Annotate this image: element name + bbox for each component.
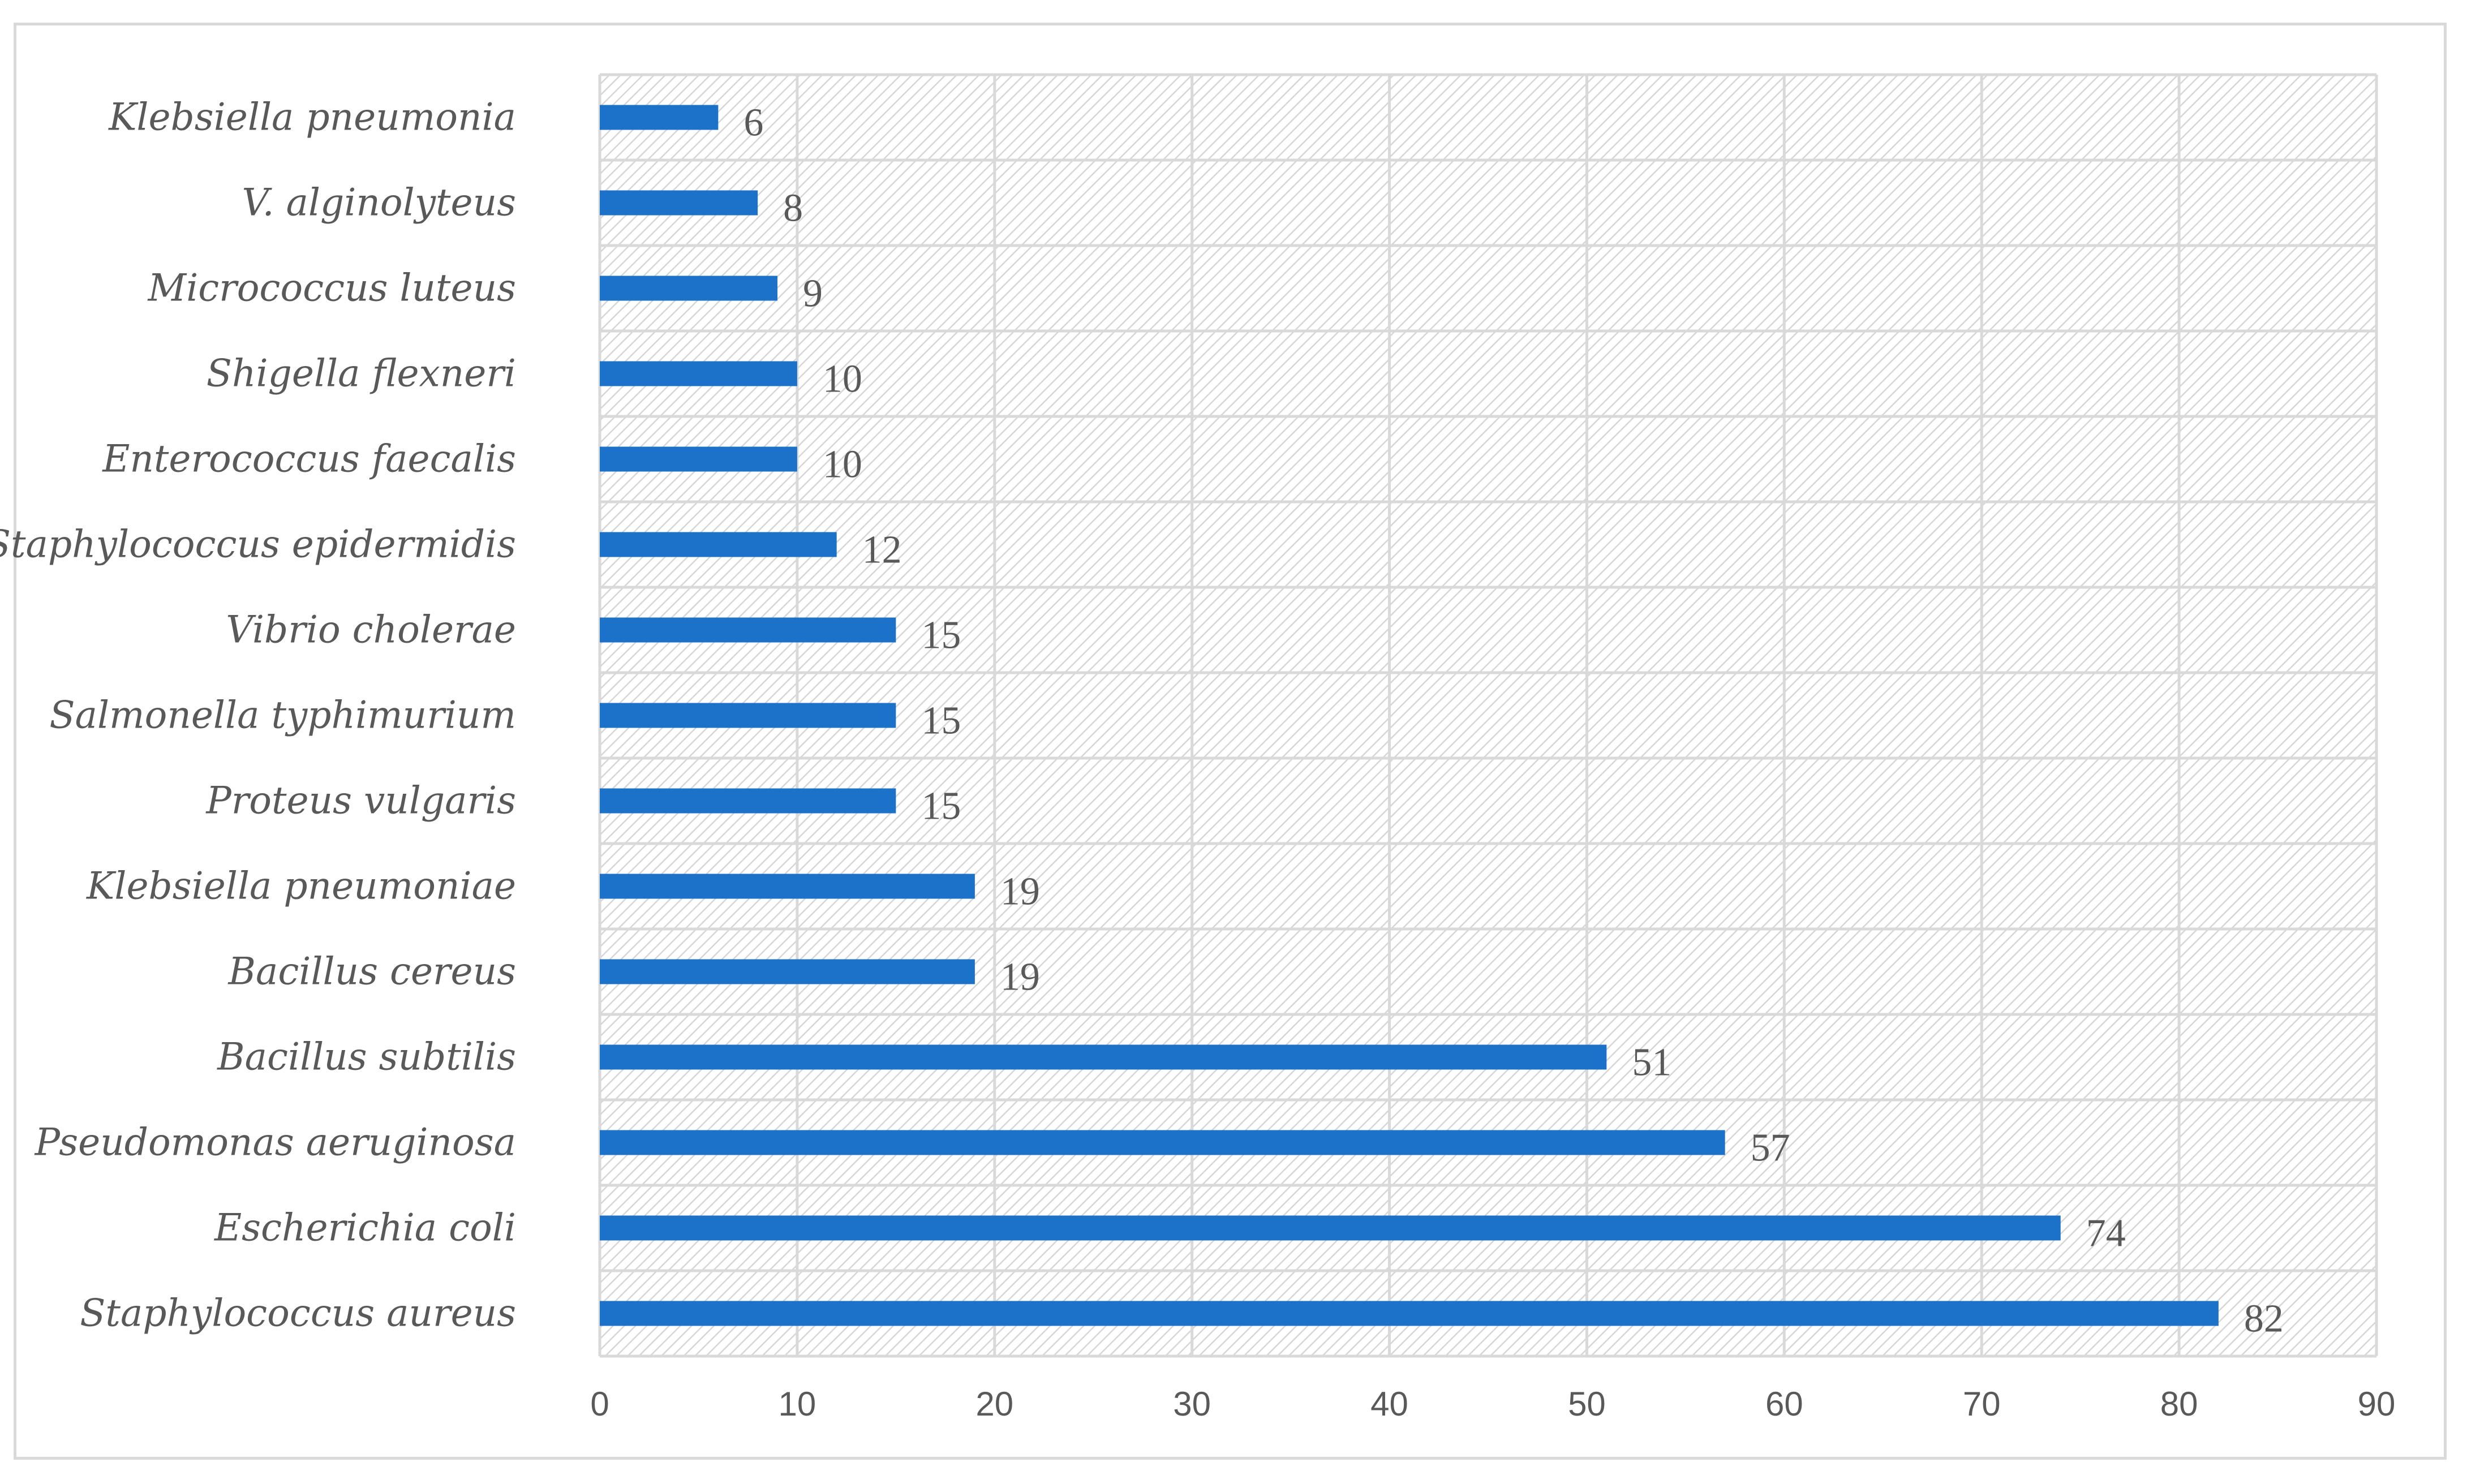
x-tick-label: 70 <box>1963 1385 2001 1423</box>
data-label: 15 <box>921 699 961 743</box>
x-tick-label: 80 <box>2160 1385 2198 1423</box>
category-label: Micrococcus luteus <box>148 266 517 310</box>
bar <box>600 446 797 472</box>
data-label: 74 <box>2086 1212 2126 1255</box>
data-label: 15 <box>921 785 961 828</box>
data-label: 51 <box>1632 1041 1671 1085</box>
bar <box>600 105 719 130</box>
x-tick-label: 50 <box>1568 1385 1606 1423</box>
category-label: Vibrio cholerae <box>226 608 516 652</box>
bar <box>600 1044 1607 1070</box>
bar <box>600 361 797 386</box>
data-label: 12 <box>862 528 902 572</box>
x-tick-label: 0 <box>590 1385 609 1423</box>
data-label: 82 <box>2244 1297 2284 1341</box>
data-label: 6 <box>743 101 763 145</box>
bar <box>600 190 758 216</box>
category-label: Escherichia coli <box>214 1206 516 1250</box>
x-tick-label: 30 <box>1173 1385 1211 1423</box>
category-label: Shigella flexneri <box>207 352 516 395</box>
category-label: Klebsiella pneumonia <box>108 96 516 139</box>
category-label: Enterococcus faecalis <box>102 437 516 481</box>
x-tick-label: 20 <box>975 1385 1013 1423</box>
category-label: Staphylococcus epidermidis <box>0 523 516 566</box>
data-label: 9 <box>803 272 823 316</box>
bar <box>600 1215 2061 1241</box>
x-tick-label: 40 <box>1370 1385 1408 1423</box>
category-label: Staphylococcus aureus <box>80 1292 516 1335</box>
category-labels: Klebsiella pneumonia V. alginolyteus Micro… <box>0 96 516 1335</box>
data-label: 10 <box>823 443 862 487</box>
x-tick-labels: 0 10 20 30 40 50 60 70 80 90 <box>590 1385 2395 1423</box>
bar <box>600 617 896 643</box>
bar <box>600 1301 2219 1326</box>
bar <box>600 532 837 557</box>
bar <box>600 788 896 814</box>
data-label: 8 <box>783 187 803 230</box>
category-label: Pseudomonas aeruginosa <box>35 1121 516 1164</box>
bar <box>600 1130 1725 1155</box>
bar <box>600 959 975 984</box>
bars <box>600 105 2219 1326</box>
category-label: Bacillus cereus <box>227 950 516 993</box>
bar <box>600 703 896 728</box>
category-label: Klebsiella pneumoniae <box>86 864 516 908</box>
data-label: 15 <box>921 614 961 657</box>
category-label: Proteus vulgaris <box>205 779 516 823</box>
bar <box>600 874 975 899</box>
data-label: 19 <box>1000 956 1040 999</box>
category-label: Salmonella typhimurium <box>49 694 516 737</box>
x-tick-label: 60 <box>1765 1385 1803 1423</box>
x-tick-label: 10 <box>779 1385 816 1423</box>
x-tick-label: 90 <box>2358 1385 2396 1423</box>
data-label: 57 <box>1751 1126 1790 1170</box>
category-label: V. alginolyteus <box>242 181 517 225</box>
category-label: Bacillus subtilis <box>217 1035 516 1079</box>
data-label: 19 <box>1000 870 1040 914</box>
bar <box>600 276 777 301</box>
data-label: 10 <box>823 358 862 401</box>
